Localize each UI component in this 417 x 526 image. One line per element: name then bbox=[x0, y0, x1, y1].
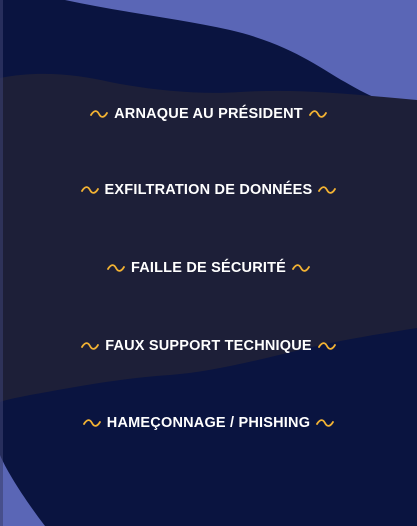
dark-panel-layer bbox=[0, 73, 417, 403]
threat-label: ARNAQUE AU PRÉSIDENT bbox=[114, 106, 303, 122]
wave-squiggle-icon bbox=[318, 185, 337, 195]
threat-label: FAUX SUPPORT TECHNIQUE bbox=[105, 338, 312, 354]
wave-squiggle-icon bbox=[107, 263, 125, 273]
wave-squiggle-icon bbox=[317, 341, 336, 351]
wave-squiggle-icon bbox=[81, 341, 100, 351]
wave-squiggle-icon bbox=[80, 185, 99, 195]
wave-squiggle-icon bbox=[82, 418, 101, 428]
threat-item-arnaque: ARNAQUE AU PRÉSIDENT bbox=[0, 102, 417, 126]
threat-item-phishing: HAMEÇONNAGE / PHISHING bbox=[0, 411, 417, 435]
threat-item-exfiltration: EXFILTRATION DE DONNÉES bbox=[0, 178, 417, 202]
threat-item-faille: FAILLE DE SÉCURITÉ bbox=[0, 256, 417, 280]
threat-item-faux-support: FAUX SUPPORT TECHNIQUE bbox=[0, 334, 417, 358]
wave-squiggle-icon bbox=[292, 263, 310, 273]
wave-squiggle-icon bbox=[308, 109, 327, 119]
wave-squiggle-icon bbox=[316, 418, 335, 428]
threat-label: HAMEÇONNAGE / PHISHING bbox=[106, 415, 311, 431]
threat-label: EXFILTRATION DE DONNÉES bbox=[104, 182, 313, 198]
left-edge-strip bbox=[0, 0, 3, 526]
threat-label: FAILLE DE SÉCURITÉ bbox=[130, 260, 287, 276]
wave-squiggle-icon bbox=[90, 109, 109, 119]
